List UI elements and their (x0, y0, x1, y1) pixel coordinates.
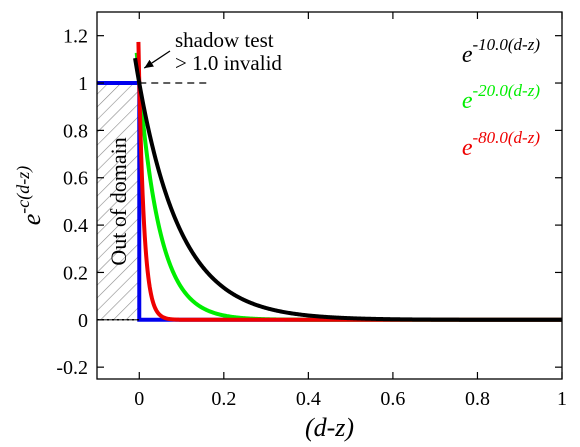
annotation-line-2: > 1.0 invalid (175, 51, 282, 75)
legend-sup-c80: -80.0(d-z) (472, 128, 540, 147)
annotation-line-1: shadow test (175, 28, 274, 52)
legend-base-c80: e (462, 135, 473, 161)
legend-sup-c20: -20.0(d-z) (472, 81, 540, 100)
series-layer (97, 41, 562, 322)
y-tick-label: 0 (78, 310, 88, 332)
y-axis-title-sup: -c(d-z) (13, 166, 34, 214)
legend-entry-c10: e-10.0(d-z) (462, 35, 541, 68)
legend-base-c10: e (462, 42, 473, 68)
axis-ticks: 0 0.2 0.4 0.6 0.8 1 -0.2 0 0.2 0.4 0.6 0.8 1 1.2 (56, 12, 567, 410)
x-tick-label: 0.4 (296, 388, 321, 410)
legend-entry-c80: e-80.0(d-z) (462, 128, 541, 161)
legend-base-c20: e (462, 88, 473, 114)
legend-sup-c10: -10.0(d-z) (472, 35, 540, 54)
y-tick-label: 0.4 (63, 215, 88, 237)
x-tick-label: 1 (557, 388, 567, 410)
series-line-c10 (133, 57, 562, 322)
x-axis-title: (d-z) (305, 413, 354, 442)
y-tick-label: 0.2 (63, 262, 88, 284)
y-tick-label: -0.2 (56, 357, 88, 379)
y-tick-label: 0.8 (63, 120, 88, 142)
x-tick-label: 0.6 (380, 388, 405, 410)
x-tick-label: 0.8 (465, 388, 490, 410)
legend: e-10.0(d-z) e-20.0(d-z) e-80.0(d-z) (462, 35, 541, 161)
guide-lines (97, 82, 207, 321)
annotation-arrow (143, 50, 171, 69)
shadow-test-annotation: shadow test > 1.0 invalid (143, 28, 282, 75)
out-of-domain-hatch (96, 82, 140, 321)
y-axis-title-base: e (17, 214, 46, 226)
x-tick-label: 0 (134, 388, 144, 410)
y-axis-title: e-c(d-z) (13, 166, 46, 226)
legend-entry-c20: e-20.0(d-z) (462, 81, 541, 114)
out-of-domain-region (96, 82, 140, 321)
y-tick-label: 1.2 (63, 26, 88, 48)
y-tick-label: 0.6 (63, 168, 88, 190)
out-of-domain-label: Out of domain (106, 137, 131, 265)
x-tick-label: 0.2 (211, 388, 236, 410)
plot-frame (96, 11, 563, 380)
y-tick-label: 1 (78, 73, 88, 95)
